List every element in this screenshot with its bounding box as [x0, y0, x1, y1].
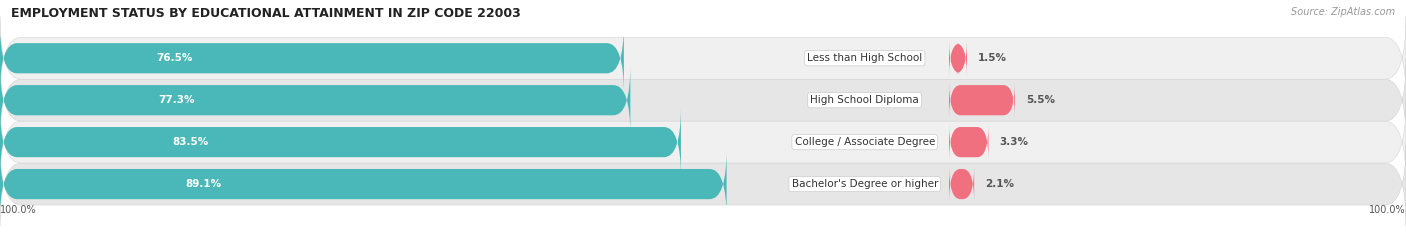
Text: Bachelor's Degree or higher: Bachelor's Degree or higher — [792, 179, 938, 189]
FancyBboxPatch shape — [0, 107, 681, 177]
Text: 5.5%: 5.5% — [1026, 95, 1054, 105]
FancyBboxPatch shape — [0, 65, 630, 135]
Text: Source: ZipAtlas.com: Source: ZipAtlas.com — [1291, 7, 1395, 17]
FancyBboxPatch shape — [0, 149, 727, 219]
Text: 83.5%: 83.5% — [173, 137, 208, 147]
Text: 1.5%: 1.5% — [979, 53, 1007, 63]
Text: High School Diploma: High School Diploma — [810, 95, 920, 105]
Text: 2.1%: 2.1% — [986, 179, 1014, 189]
Text: 89.1%: 89.1% — [186, 179, 222, 189]
FancyBboxPatch shape — [0, 142, 1406, 226]
Text: College / Associate Degree: College / Associate Degree — [794, 137, 935, 147]
FancyBboxPatch shape — [0, 58, 1406, 142]
FancyBboxPatch shape — [949, 124, 988, 161]
Text: Less than High School: Less than High School — [807, 53, 922, 63]
Text: 76.5%: 76.5% — [156, 53, 193, 63]
Text: 100.0%: 100.0% — [0, 205, 37, 215]
Text: EMPLOYMENT STATUS BY EDUCATIONAL ATTAINMENT IN ZIP CODE 22003: EMPLOYMENT STATUS BY EDUCATIONAL ATTAINM… — [11, 7, 522, 20]
FancyBboxPatch shape — [949, 40, 967, 77]
Text: 77.3%: 77.3% — [159, 95, 195, 105]
FancyBboxPatch shape — [0, 16, 1406, 100]
FancyBboxPatch shape — [949, 166, 974, 202]
Text: 3.3%: 3.3% — [1000, 137, 1029, 147]
FancyBboxPatch shape — [0, 100, 1406, 184]
Text: 100.0%: 100.0% — [1369, 205, 1406, 215]
FancyBboxPatch shape — [0, 23, 624, 93]
FancyBboxPatch shape — [949, 82, 1015, 119]
